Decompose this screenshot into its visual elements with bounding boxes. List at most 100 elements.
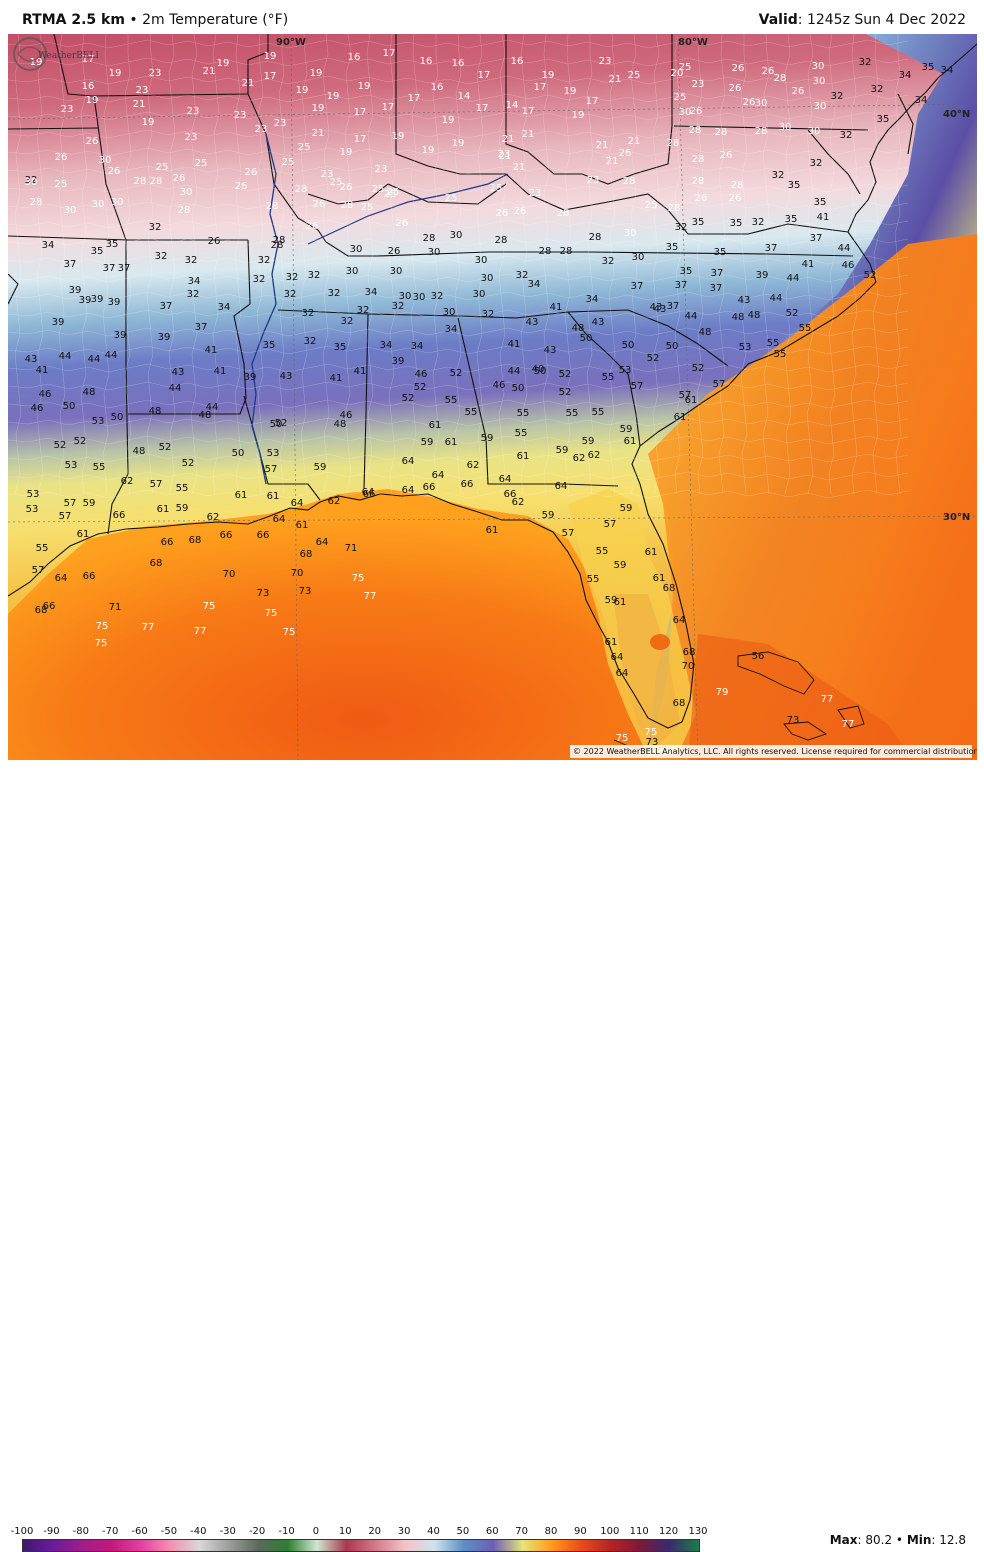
colorbar-tick: -20 xyxy=(248,1526,266,1537)
station-temp-65: 26 xyxy=(173,173,186,184)
station-temp-195: 30 xyxy=(475,255,488,266)
station-temp-372: 66 xyxy=(257,530,270,541)
station-temp-150: 26 xyxy=(396,218,409,229)
lon-90-label: 90°W xyxy=(276,37,306,48)
colorbar-tick: -90 xyxy=(43,1526,60,1537)
station-temp-148: 28 xyxy=(668,203,681,214)
station-temp-317: 48 xyxy=(133,446,146,457)
station-temp-10: 16 xyxy=(348,52,361,63)
station-temp-359: 66 xyxy=(113,510,126,521)
station-temp-105: 35 xyxy=(922,62,935,73)
station-temp-201: 37 xyxy=(711,268,724,279)
station-temp-409: 68 xyxy=(683,647,696,658)
station-temp-403: 77 xyxy=(142,622,155,633)
station-temp-295: 55 xyxy=(445,395,458,406)
product-name: RTMA 2.5 km xyxy=(22,12,125,28)
station-temp-236: 39 xyxy=(52,317,65,328)
station-temp-194: 30 xyxy=(390,266,403,277)
station-temp-232: 48 xyxy=(732,312,745,323)
station-temp-332: 52 xyxy=(182,458,195,469)
station-temp-183: 41 xyxy=(802,259,815,270)
station-temp-138: 28 xyxy=(341,200,354,211)
station-temp-164: 41 xyxy=(817,212,830,223)
station-temp-358: 57 xyxy=(59,511,72,522)
station-temp-142: 25 xyxy=(490,183,503,194)
station-temp-53: 19 xyxy=(340,147,353,158)
station-temp-363: 64 xyxy=(273,514,286,525)
lat-40-label: 40°N xyxy=(943,109,971,120)
station-temp-275: 46 xyxy=(415,369,428,380)
station-temp-410: 64 xyxy=(611,652,624,663)
station-temp-180: 35 xyxy=(666,242,679,253)
station-temp-324: 59 xyxy=(582,436,595,447)
station-temp-216: 34 xyxy=(365,287,378,298)
station-temp-167: 35 xyxy=(91,246,104,257)
footer: -100 -90 -80 -70 -60 -50 -40 -30 -20 -10 0 10 20 30 40… xyxy=(0,760,984,1552)
station-temp-386: 70 xyxy=(223,569,236,580)
station-temp-56: 23 xyxy=(185,132,198,143)
station-temp-169: 32 xyxy=(155,251,168,262)
station-temp-38: 23 xyxy=(274,118,287,129)
station-temp-400: 59 xyxy=(605,595,618,606)
station-temp-11: 17 xyxy=(383,48,396,59)
station-temp-57: 26 xyxy=(86,136,99,147)
station-temp-109: 30 xyxy=(679,107,692,118)
station-temp-418: 77 xyxy=(842,719,855,730)
station-temp-159: 35 xyxy=(692,217,705,228)
station-temp-393: 77 xyxy=(364,591,377,602)
station-temp-303: 46 xyxy=(340,410,353,421)
station-temp-375: 57 xyxy=(562,528,575,539)
station-temp-132: 30 xyxy=(111,197,124,208)
temperature-map[interactable]: 19 17 16 19 23 21 19 19 17 19 16 17 16 16 17 16 19 23 21 25… xyxy=(8,34,977,760)
station-temp-228: 43 xyxy=(654,304,667,315)
station-temp-28: 16 xyxy=(431,82,444,93)
station-temp-378: 71 xyxy=(345,543,358,554)
station-temp-297: 52 xyxy=(559,387,572,398)
station-temp-294: 52 xyxy=(402,393,415,404)
station-temp-368: 61 xyxy=(77,529,90,540)
station-temp-92: 26 xyxy=(762,66,775,77)
colorbar-tick: 50 xyxy=(456,1526,470,1537)
station-temp-414: 79 xyxy=(716,687,729,698)
station-temp-389: 61 xyxy=(653,573,666,584)
station-temp-335: 64 xyxy=(402,456,415,467)
station-temp-157: 30 xyxy=(624,228,637,239)
station-temp-185: 52 xyxy=(864,270,877,281)
station-temp-210: 39 xyxy=(108,297,121,308)
station-temp-75: 25 xyxy=(372,184,385,195)
station-temp-341: 55 xyxy=(176,483,189,494)
station-temp-240: 32 xyxy=(304,336,317,347)
station-temp-33: 19 xyxy=(572,110,585,121)
station-temp-362: 62 xyxy=(207,512,220,523)
station-temp-36: 23 xyxy=(234,110,247,121)
station-temp-402: 75 xyxy=(96,621,109,632)
colorbar-tick: 60 xyxy=(485,1526,499,1537)
station-temp-119: 28 xyxy=(692,176,705,187)
station-temp-108: 35 xyxy=(877,114,890,125)
station-temp-205: 37 xyxy=(675,280,688,291)
station-temp-272: 43 xyxy=(172,367,185,378)
station-temp-364: 61 xyxy=(296,520,309,531)
station-temp-248: 41 xyxy=(508,339,521,350)
station-temp-106: 34 xyxy=(941,65,954,76)
station-temp-270: 43 xyxy=(280,371,293,382)
station-temp-290: 48 xyxy=(149,406,162,417)
station-temp-399: 75 xyxy=(265,608,278,619)
lon-80-label: 80°W xyxy=(678,37,708,48)
station-temp-112: 28 xyxy=(755,126,768,137)
station-temp-144: 26 xyxy=(496,208,509,219)
station-temp-153: 28 xyxy=(423,233,436,244)
station-temp-285: 57 xyxy=(713,379,726,390)
station-temp-331: 55 xyxy=(93,462,106,473)
station-temp-204: 37 xyxy=(631,281,644,292)
station-temp-177: 28 xyxy=(560,246,573,257)
station-temp-63: 28 xyxy=(134,176,147,187)
station-temp-47: 21 xyxy=(502,134,515,145)
station-temp-3: 19 xyxy=(109,68,122,79)
station-temp-151: 28 xyxy=(273,235,286,246)
station-temp-60: 26 xyxy=(108,166,121,177)
station-temp-394: 68 xyxy=(663,583,676,594)
station-temp-390: 55 xyxy=(587,574,600,585)
valid-time: Valid: 1245z Sun 4 Dec 2022 xyxy=(759,12,966,28)
station-temp-398: 75 xyxy=(203,601,216,612)
